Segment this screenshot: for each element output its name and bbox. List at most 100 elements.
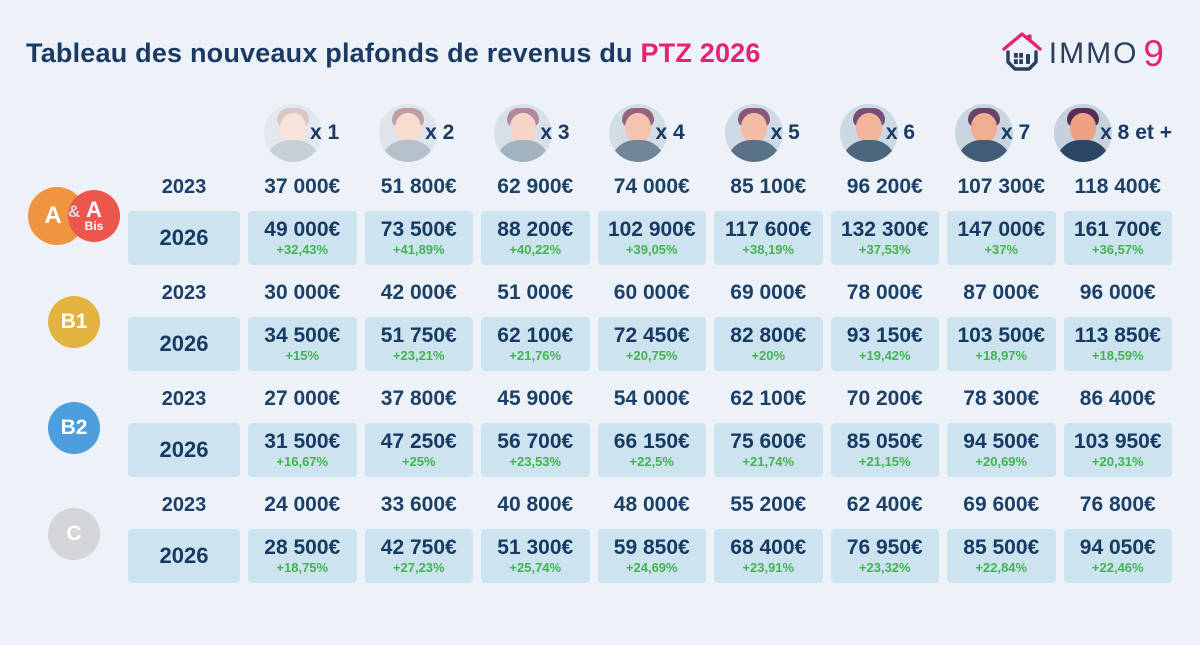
value-2026-cell: 113 850€ +18,59% <box>1063 317 1172 371</box>
person-icon <box>494 104 553 162</box>
pct-increase: +20% <box>751 348 786 364</box>
value-2023-cell: 40 800€ <box>497 493 574 516</box>
col-label: x 1 <box>309 121 340 144</box>
zone-badge-a-abis: A A Bis & <box>28 167 120 265</box>
pct-increase: +15% <box>285 348 320 364</box>
household-header-row: x 1 x 2 x 3 x 4 x 5 x 6 x 7 x 8 et + <box>28 101 1172 165</box>
year-2023-label: 2023 <box>161 281 207 304</box>
value-2023-cell: 60 000€ <box>613 281 690 304</box>
pct-increase: +24,69% <box>625 560 678 576</box>
value-2026-cell: 103 950€ +20,31% <box>1063 423 1172 477</box>
year-2026-label: 2026 <box>128 423 240 477</box>
value-2023-cell: 69 000€ <box>730 281 807 304</box>
value-2026-cell: 72 450€ +20,75% <box>597 317 706 371</box>
value-2023-cell: 107 300€ <box>957 175 1046 198</box>
value-2026: 31 500€ <box>264 430 341 454</box>
pct-increase: +21,15% <box>858 454 911 470</box>
value-2026: 34 500€ <box>264 324 341 348</box>
value-2023-cell: 78 000€ <box>846 281 923 304</box>
value-2026-cell: 73 500€ +41,89% <box>364 211 473 265</box>
value-2023-cell: 37 000€ <box>264 175 341 198</box>
pct-increase: +37% <box>984 242 1019 258</box>
value-2026: 94 500€ <box>963 430 1040 454</box>
value-2023-cell: 118 400€ <box>1074 175 1161 198</box>
value-2026-cell: 51 300€ +25,74% <box>481 529 590 583</box>
value-2026: 28 500€ <box>264 536 341 560</box>
col-label: x 8 et + <box>1100 121 1172 144</box>
badge-label: A <box>86 197 102 223</box>
col-label: x 3 <box>540 121 570 144</box>
value-2026-cell: 75 600€ +21,74% <box>714 423 823 477</box>
pct-increase: +20,69% <box>975 454 1028 470</box>
value-2023-cell: 69 600€ <box>963 493 1040 516</box>
value-2026-cell: 68 400€ +23,91% <box>714 529 823 583</box>
pct-increase: +40,22% <box>509 242 562 258</box>
value-2023-cell: 70 200€ <box>846 387 923 410</box>
value-2026-cell: 51 750€ +23,21% <box>364 317 473 371</box>
value-2026: 85 050€ <box>846 430 923 454</box>
value-2026-cell: 94 500€ +20,69% <box>947 423 1056 477</box>
brand-logo: IMMO 9 <box>999 28 1164 79</box>
title-main: Tableau des nouveaux plafonds de revenus… <box>26 38 633 68</box>
value-2023-cell: 78 300€ <box>963 387 1040 410</box>
pct-increase: +25% <box>401 454 436 470</box>
value-2026: 102 900€ <box>607 218 696 242</box>
person-icon <box>839 104 898 162</box>
value-2023-cell: 96 000€ <box>1079 281 1156 304</box>
value-2026: 82 800€ <box>730 324 807 348</box>
person-icon <box>379 104 438 162</box>
pct-increase: +36,57% <box>1091 242 1144 258</box>
value-2026-cell: 93 150€ +19,42% <box>830 317 939 371</box>
pct-increase: +18,75% <box>276 560 329 576</box>
year-2023-label: 2023 <box>161 493 207 516</box>
pct-increase: +22,84% <box>975 560 1028 576</box>
person-icon <box>1054 104 1113 162</box>
value-2026: 147 000€ <box>957 218 1046 242</box>
household-col-7: x 7 <box>939 101 1046 165</box>
pct-increase: +21,76% <box>509 348 562 364</box>
badge-label: B2 <box>60 416 88 439</box>
value-2023-cell: 33 600€ <box>380 493 457 516</box>
value-2026-cell: 94 050€ +22,46% <box>1063 529 1172 583</box>
value-2026: 85 500€ <box>963 536 1040 560</box>
value-2023-cell: 85 100€ <box>730 175 807 198</box>
pct-increase: +23,21% <box>392 348 445 364</box>
value-2026: 113 850€ <box>1074 324 1161 348</box>
value-2026-cell: 31 500€ +16,67% <box>248 423 357 477</box>
value-2026: 56 700€ <box>497 430 574 454</box>
value-2026: 66 150€ <box>613 430 690 454</box>
ampersand: & <box>68 202 81 221</box>
person-icon <box>263 104 322 162</box>
year-2023-label: 2023 <box>161 175 207 198</box>
household-col-2: x 2 <box>363 101 470 165</box>
value-2026: 94 050€ <box>1079 536 1156 560</box>
pct-increase: +23,53% <box>509 454 562 470</box>
pct-increase: +22,46% <box>1091 560 1144 576</box>
zone-badge-c: C <box>28 485 120 583</box>
value-2026: 68 400€ <box>730 536 807 560</box>
pct-increase: +38,19% <box>742 242 795 258</box>
title-accent: PTZ 2026 <box>640 38 761 68</box>
household-col-8: x 8 et + <box>1054 101 1172 165</box>
household-col-4: x 4 <box>594 101 701 165</box>
zone-b1: B1 2023 30 000€ 42 000€ 51 000€ 60 000€ … <box>28 273 1172 371</box>
person-icon <box>609 104 668 162</box>
value-2026: 76 950€ <box>846 536 923 560</box>
value-2026-cell: 49 000€ +32,43% <box>248 211 357 265</box>
col-label: x 2 <box>425 121 455 144</box>
value-2023-cell: 37 800€ <box>380 387 457 410</box>
value-2026-cell: 42 750€ +27,23% <box>364 529 473 583</box>
badge-sublabel: Bis <box>84 218 104 233</box>
pct-increase: +21,74% <box>742 454 795 470</box>
pct-increase: +23,91% <box>742 560 795 576</box>
value-2023-cell: 45 900€ <box>497 387 574 410</box>
value-2023-cell: 55 200€ <box>730 493 807 516</box>
page-title: Tableau des nouveaux plafonds de revenus… <box>26 38 761 69</box>
col-label: x 4 <box>655 121 685 144</box>
pct-increase: +22,5% <box>629 454 674 470</box>
brand-nine: 9 <box>1143 33 1164 74</box>
value-2026-cell: 82 800€ +20% <box>714 317 823 371</box>
value-2026-cell: 76 950€ +23,32% <box>830 529 939 583</box>
value-2026: 88 200€ <box>497 218 574 242</box>
ptz-table: x 1 x 2 x 3 x 4 x 5 x 6 x 7 x 8 et + A A… <box>0 101 1200 583</box>
